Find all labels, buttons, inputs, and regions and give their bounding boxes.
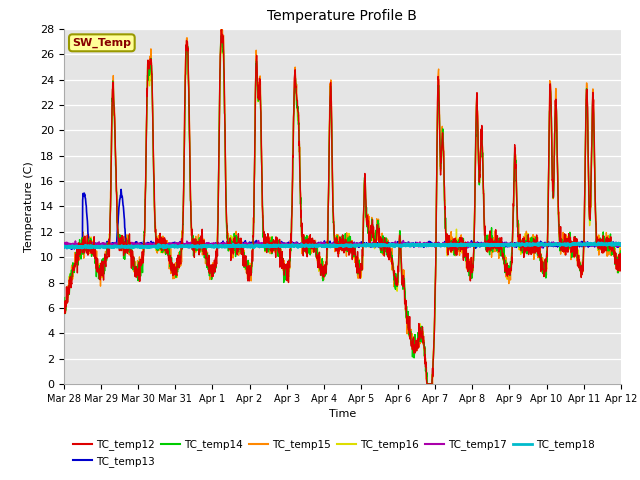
X-axis label: Time: Time bbox=[329, 409, 356, 419]
Title: Temperature Profile B: Temperature Profile B bbox=[268, 10, 417, 24]
Text: SW_Temp: SW_Temp bbox=[72, 37, 131, 48]
Y-axis label: Temperature (C): Temperature (C) bbox=[24, 161, 35, 252]
Legend: TC_temp12, TC_temp13, TC_temp14, TC_temp15, TC_temp16, TC_temp17, TC_temp18: TC_temp12, TC_temp13, TC_temp14, TC_temp… bbox=[69, 435, 599, 471]
